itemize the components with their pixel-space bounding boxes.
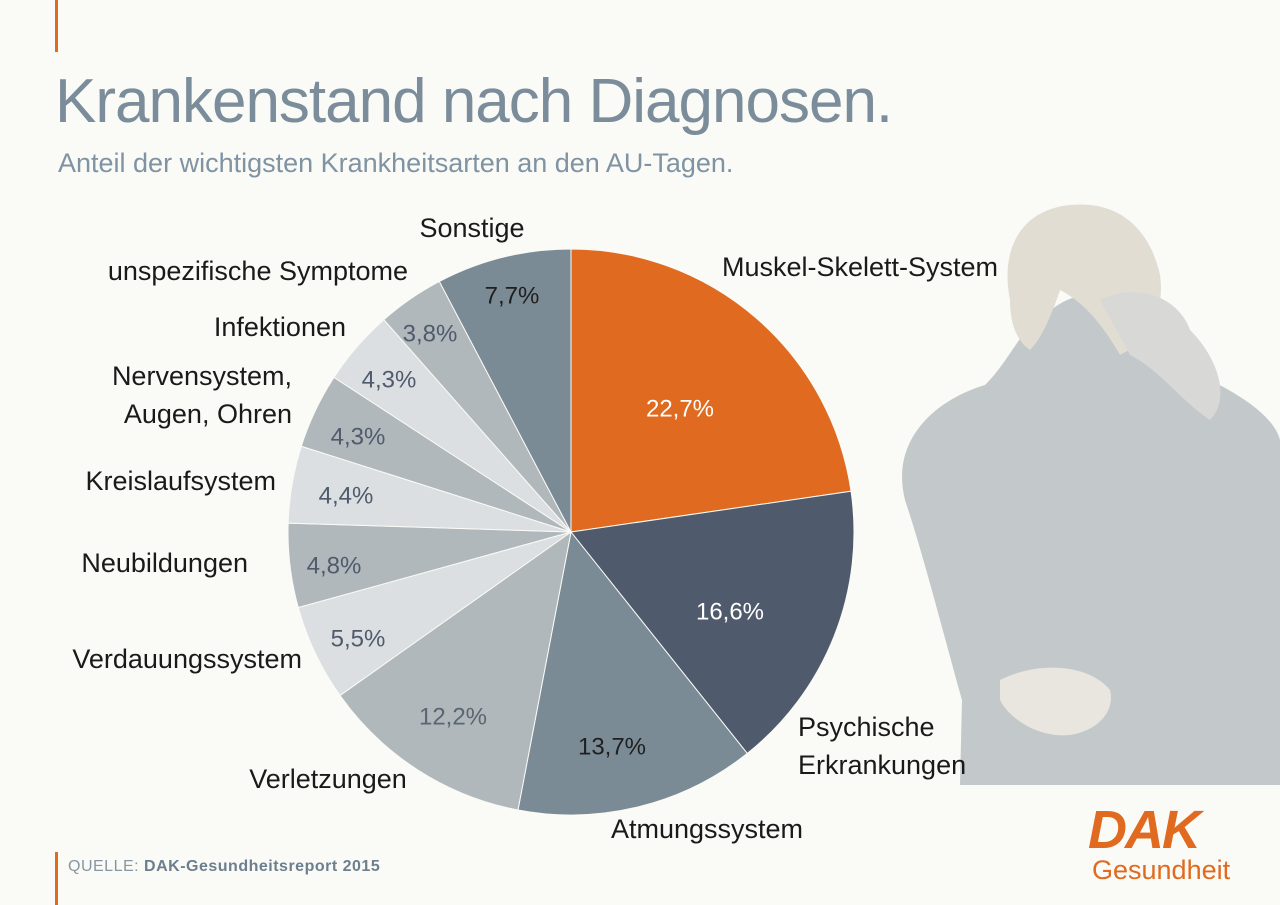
pie-slice bbox=[570, 490, 855, 755]
pie-category-label: Kreislaufsystem bbox=[85, 466, 276, 496]
pie-value-label: 5,5% bbox=[331, 625, 386, 652]
source-label: QUELLE: bbox=[68, 858, 140, 875]
pie-value-label: 4,4% bbox=[319, 482, 374, 509]
pie-value-label: 4,3% bbox=[331, 423, 386, 450]
source-line: QUELLE: DAK-Gesundheitsreport 2015 bbox=[68, 858, 380, 876]
pie-category-labels: Muskel-Skelett-System Psychische Erkrankun… bbox=[72, 213, 998, 844]
pie-value-label: 13,7% bbox=[578, 733, 646, 760]
pie-category-label: Sonstige bbox=[419, 213, 524, 243]
logo-mark: DAK bbox=[1088, 800, 1201, 860]
woman-photo-illustration bbox=[902, 204, 1280, 785]
pie-category-label: Verdauungssystem bbox=[72, 644, 302, 674]
accent-line-top bbox=[55, 0, 58, 52]
pie-category-label: Neubildungen bbox=[81, 548, 248, 578]
pie-value-labels: 22,7% 16,6% 13,7% 12,2% 5,5% 4,8% 4,4% 4,3% 4,3%… bbox=[307, 282, 764, 760]
page-title: Krankenstand nach Diagnosen. bbox=[55, 67, 893, 136]
pie-slice bbox=[339, 530, 572, 811]
pie-category-label: unspezifische Symptome bbox=[108, 256, 408, 286]
pie-category-label: Atmungssystem bbox=[611, 814, 803, 844]
page-subtitle: Anteil der wichtigsten Krankheitsarten a… bbox=[58, 148, 734, 178]
source-value: DAK-Gesundheitsreport 2015 bbox=[144, 858, 381, 875]
pie-category-label: Verletzungen bbox=[249, 764, 407, 794]
pie-category-label: Nervensystem, Augen, Ohren bbox=[112, 361, 292, 429]
pie-value-label: 22,7% bbox=[646, 395, 714, 422]
accent-line-bottom bbox=[55, 852, 58, 905]
photo-hand bbox=[1000, 667, 1111, 736]
pie-slices bbox=[287, 248, 855, 816]
pie-value-label: 4,8% bbox=[307, 552, 362, 579]
pie-value-label: 12,2% bbox=[419, 703, 487, 730]
pie-slice bbox=[438, 248, 572, 533]
pie-value-label: 7,7% bbox=[485, 282, 540, 309]
pie-category-label: Muskel-Skelett-System bbox=[722, 252, 998, 282]
pie-category-label: Psychische Erkrankungen bbox=[798, 712, 966, 780]
pie-value-label: 3,8% bbox=[403, 320, 458, 347]
photo-back bbox=[902, 296, 1280, 785]
pie-category-label: Infektionen bbox=[214, 312, 346, 342]
pie-value-label: 16,6% bbox=[696, 598, 764, 625]
pie-slice bbox=[517, 530, 748, 816]
dak-logo: DAK Gesundheit bbox=[1088, 800, 1231, 886]
pie-value-label: 4,3% bbox=[362, 366, 417, 393]
photo-arm bbox=[1100, 291, 1221, 420]
logo-subtitle: Gesundheit bbox=[1092, 855, 1231, 885]
pie-slice bbox=[570, 248, 852, 533]
